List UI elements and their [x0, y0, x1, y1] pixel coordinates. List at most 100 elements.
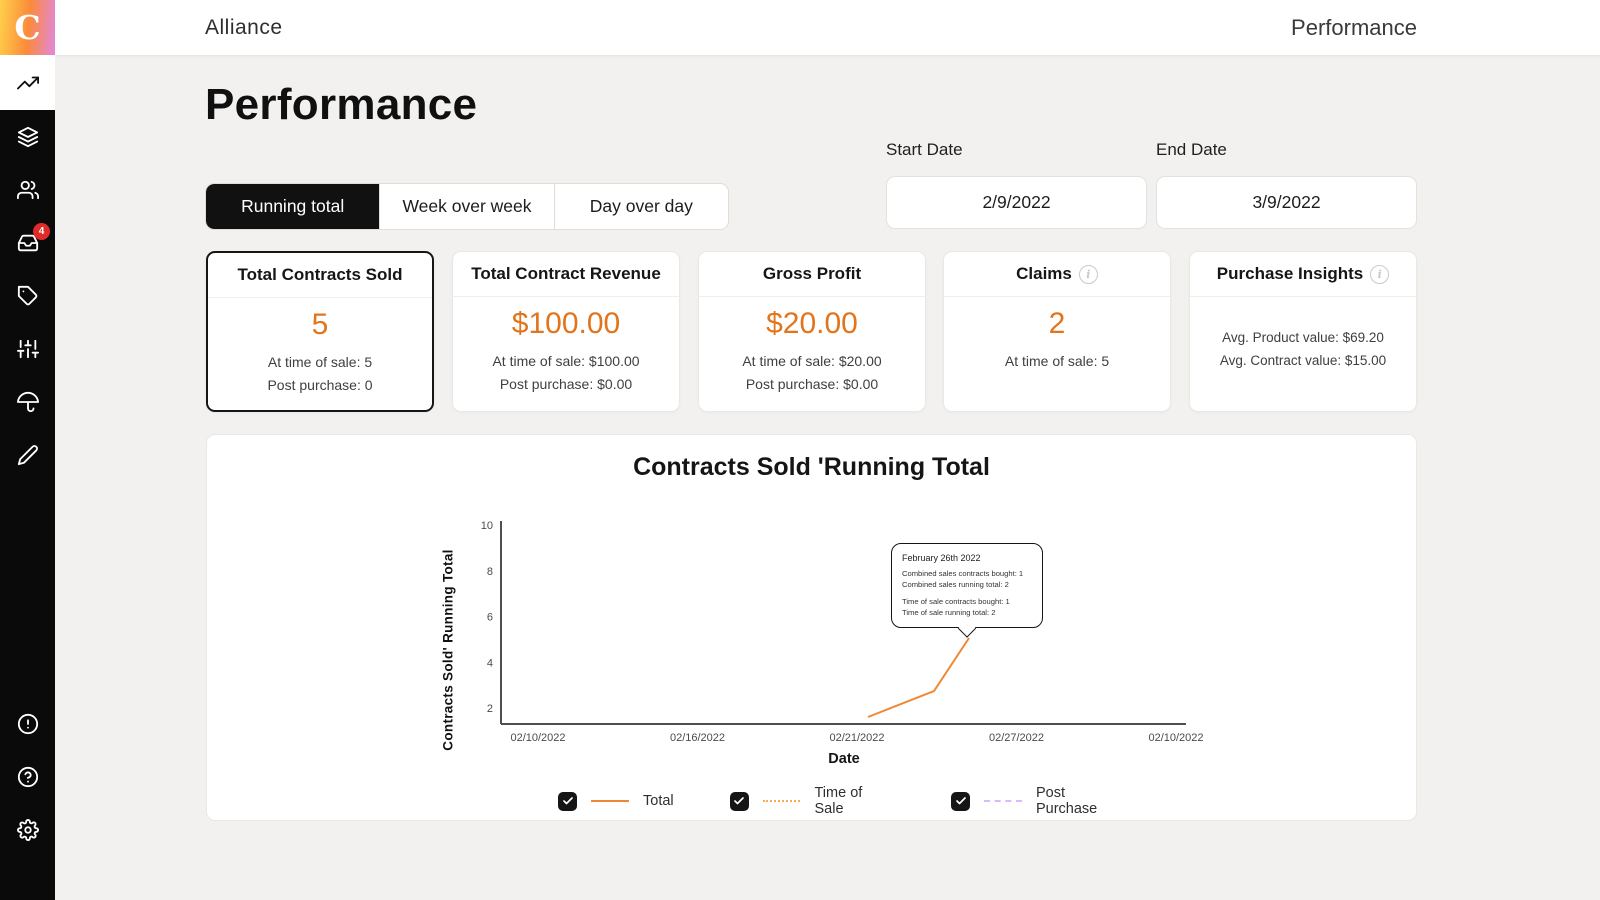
sidebar-item-inbox[interactable]: 4 — [0, 216, 55, 269]
legend-checkbox-time-of-sale[interactable] — [729, 791, 749, 811]
brand-logo[interactable]: C — [0, 0, 55, 55]
card-purchase-insights[interactable]: Purchase Insights Avg. Product value: $6… — [1189, 251, 1417, 412]
svg-text:2: 2 — [487, 703, 493, 715]
chart-title: Contracts Sold 'Running Total — [633, 453, 990, 481]
svg-text:02/16/2022: 02/16/2022 — [670, 732, 725, 744]
card-value: $20.00 — [766, 307, 858, 340]
chart-panel: Contracts Sold 'Running Total Contracts … — [206, 434, 1417, 821]
legend-label: Post Purchase — [1035, 785, 1098, 817]
start-date-label: Start Date — [886, 140, 963, 159]
sidebar: C 4 — [0, 0, 55, 900]
tab-day-over-day[interactable]: Day over day — [553, 184, 728, 229]
sidebar-item-help[interactable] — [0, 750, 55, 803]
checkmark-icon — [562, 797, 573, 805]
sidebar-item-tags[interactable] — [0, 269, 55, 322]
alert-circle-icon — [17, 713, 38, 734]
sidebar-bottom-group — [0, 697, 55, 900]
sidebar-item-products[interactable] — [0, 110, 55, 163]
sidebar-item-customers[interactable] — [0, 163, 55, 216]
legend-checkbox-total[interactable] — [558, 791, 577, 811]
card-line: At time of sale: $20.00 — [742, 353, 882, 369]
gear-icon — [16, 818, 39, 841]
tab-week-over-week[interactable]: Week over week — [379, 184, 554, 229]
card-line: At time of sale: 5 — [267, 354, 373, 370]
page-title: Performance — [205, 80, 478, 129]
card-line: At time of sale: 5 — [1004, 353, 1110, 369]
card-value: 2 — [1048, 307, 1066, 340]
tooltip-date: February 26th 2022 — [902, 553, 981, 563]
card-line: Avg. Product value: $69.20 — [1222, 330, 1384, 345]
sidebar-item-settings[interactable] — [0, 803, 55, 856]
layers-icon — [17, 126, 38, 147]
legend-label: Time of Sale — [814, 785, 863, 817]
plot-svg: 2 4 6 8 10 02/10/2022 02/16/2022 02/21/2022 02/2… — [481, 520, 1204, 744]
svg-text:4: 4 — [487, 657, 493, 669]
legend-item-post-purchase: Post Purchase — [951, 785, 1130, 817]
card-line: Post purchase: 0 — [267, 376, 373, 393]
end-date-label: End Date — [1156, 140, 1227, 159]
card-title: Total Contracts Sold — [237, 265, 403, 284]
legend-checkbox-post-purchase[interactable] — [951, 791, 971, 811]
legend-line-sample-dashed — [984, 800, 1022, 802]
chart-tooltip: February 26th 2022 Combined sales contra… — [891, 543, 1043, 638]
card-value: $100.00 — [511, 307, 621, 340]
svg-text:02/10/2022: 02/10/2022 — [510, 732, 565, 744]
svg-text:02/27/2022: 02/27/2022 — [989, 732, 1044, 744]
total-series-line — [867, 637, 970, 718]
pencil-icon — [17, 444, 38, 465]
help-circle-icon — [17, 766, 38, 787]
svg-text:10: 10 — [481, 520, 493, 532]
tag-icon — [17, 285, 37, 305]
view-tabs: Running total Week over week Day over da… — [205, 183, 729, 230]
card-title: Total Contract Revenue — [471, 264, 661, 283]
svg-text:8: 8 — [487, 566, 493, 578]
inbox-badge: 4 — [33, 223, 50, 240]
sidebar-item-edit[interactable] — [0, 428, 55, 481]
svg-text:02/10/2022: 02/10/2022 — [1148, 732, 1203, 744]
card-line: Post purchase: $0.00 — [499, 375, 633, 392]
legend-line-sample-solid — [591, 800, 629, 802]
top-bar: Alliance Performance — [55, 0, 1600, 55]
card-line: Avg. Contract value: $15.00 — [1219, 352, 1387, 368]
inbox-icon — [17, 234, 38, 251]
header-page-indicator: Performance — [1291, 14, 1417, 40]
users-icon — [16, 180, 39, 199]
chart-x-axis-label: Date — [828, 751, 860, 767]
sliders-icon — [16, 339, 39, 358]
chart-legend: Total Time of Sale Post Purchase — [558, 785, 1130, 817]
checkmark-icon — [955, 797, 966, 805]
legend-item-time-of-sale: Time of Sale — [729, 785, 895, 817]
sidebar-item-performance[interactable] — [0, 55, 55, 110]
card-gross-profit[interactable]: Gross Profit $20.00 At time of sale: $20… — [698, 251, 926, 412]
card-line: Post purchase: $0.00 — [745, 375, 879, 392]
legend-line-sample-dotted — [762, 800, 801, 802]
legend-item-total: Total — [558, 791, 674, 811]
card-title: Purchase Insights — [1216, 264, 1364, 283]
card-total-contract-revenue[interactable]: Total Contract Revenue $100.00 At time o… — [452, 251, 680, 412]
end-date-input[interactable] — [1156, 176, 1417, 229]
checkmark-icon — [734, 797, 744, 805]
chart-y-axis-label: Contracts Sold' Running Total — [440, 549, 456, 751]
sidebar-item-coverage[interactable] — [0, 375, 55, 428]
svg-text:02/21/2022: 02/21/2022 — [829, 732, 884, 744]
card-total-contracts-sold[interactable]: Total Contracts Sold 5 At time of sale: … — [206, 251, 434, 412]
card-title: Gross Profit — [762, 264, 862, 283]
card-line: At time of sale: $100.00 — [492, 353, 640, 369]
start-date-input[interactable] — [886, 176, 1147, 229]
tab-running-total[interactable]: Running total — [206, 184, 380, 229]
info-icon[interactable] — [1370, 264, 1390, 284]
tooltip-line: Time of sale contracts bought: 1 — [902, 596, 1010, 606]
svg-text:6: 6 — [487, 612, 493, 624]
sidebar-item-settings-filters[interactable] — [0, 322, 55, 375]
info-icon[interactable] — [1078, 264, 1098, 284]
card-claims[interactable]: Claims 2 At time of sale: 5 — [943, 251, 1171, 412]
legend-label: Total — [643, 793, 674, 809]
card-title: Claims — [1016, 264, 1072, 283]
trending-up-icon — [16, 76, 39, 89]
sidebar-item-alerts[interactable] — [0, 697, 55, 750]
tooltip-line: Time of sale running total: 2 — [902, 608, 996, 618]
umbrella-icon — [16, 391, 39, 412]
app-title: Alliance — [205, 15, 283, 39]
tooltip-line: Combined sales contracts bought: 1 — [902, 569, 1024, 578]
